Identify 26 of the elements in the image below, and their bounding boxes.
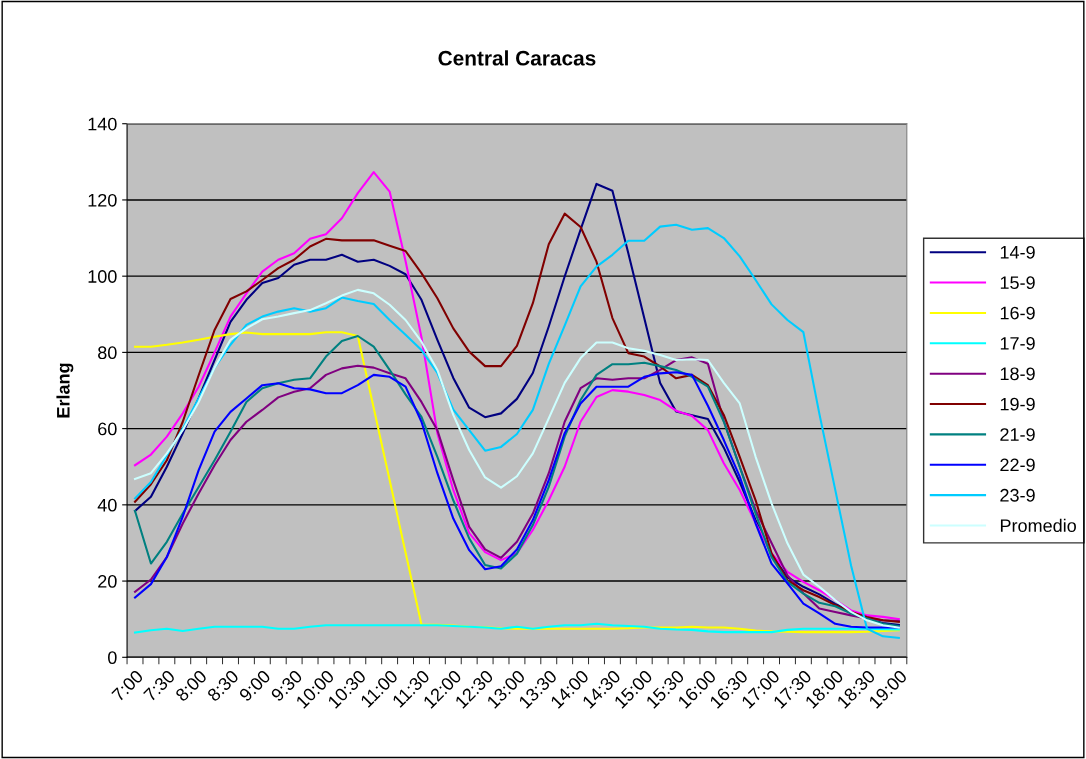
legend-label: Promedio bbox=[1000, 518, 1076, 533]
y-tick-label: 20 bbox=[98, 575, 117, 588]
chart-title: Central Caracas bbox=[438, 50, 596, 66]
x-tick-label: 8:00 bbox=[174, 669, 208, 703]
y-tick-label: 0 bbox=[108, 651, 117, 665]
y-tick-label: 60 bbox=[98, 422, 117, 436]
y-tick-label: 120 bbox=[88, 193, 117, 207]
legend-label: 22-9 bbox=[1000, 458, 1035, 472]
legend-label: 19-9 bbox=[1000, 397, 1035, 411]
line-series bbox=[133, 622, 900, 634]
y-axis-title: Erlang bbox=[56, 363, 74, 418]
legend-label: 18-9 bbox=[1000, 367, 1035, 381]
legend-label: 17-9 bbox=[1000, 337, 1035, 350]
legend-label: 23-9 bbox=[1000, 488, 1035, 502]
legend-label: 16-9 bbox=[1000, 306, 1035, 320]
y-tick-label: 140 bbox=[88, 117, 117, 131]
x-tick-label: 9:00 bbox=[238, 669, 272, 703]
x-tick-label: 7:00 bbox=[111, 669, 144, 702]
y-tick-label: 80 bbox=[98, 346, 117, 360]
legend-label: 21-9 bbox=[1000, 428, 1035, 441]
legend-label: 14-9 bbox=[1000, 245, 1035, 259]
x-tick-label: 7:30 bbox=[142, 669, 176, 702]
x-tick-label: 8:30 bbox=[206, 669, 240, 703]
legend-label: 15-9 bbox=[1000, 276, 1035, 290]
y-tick-label: 100 bbox=[88, 270, 117, 283]
y-tick-label: 40 bbox=[97, 498, 117, 512]
